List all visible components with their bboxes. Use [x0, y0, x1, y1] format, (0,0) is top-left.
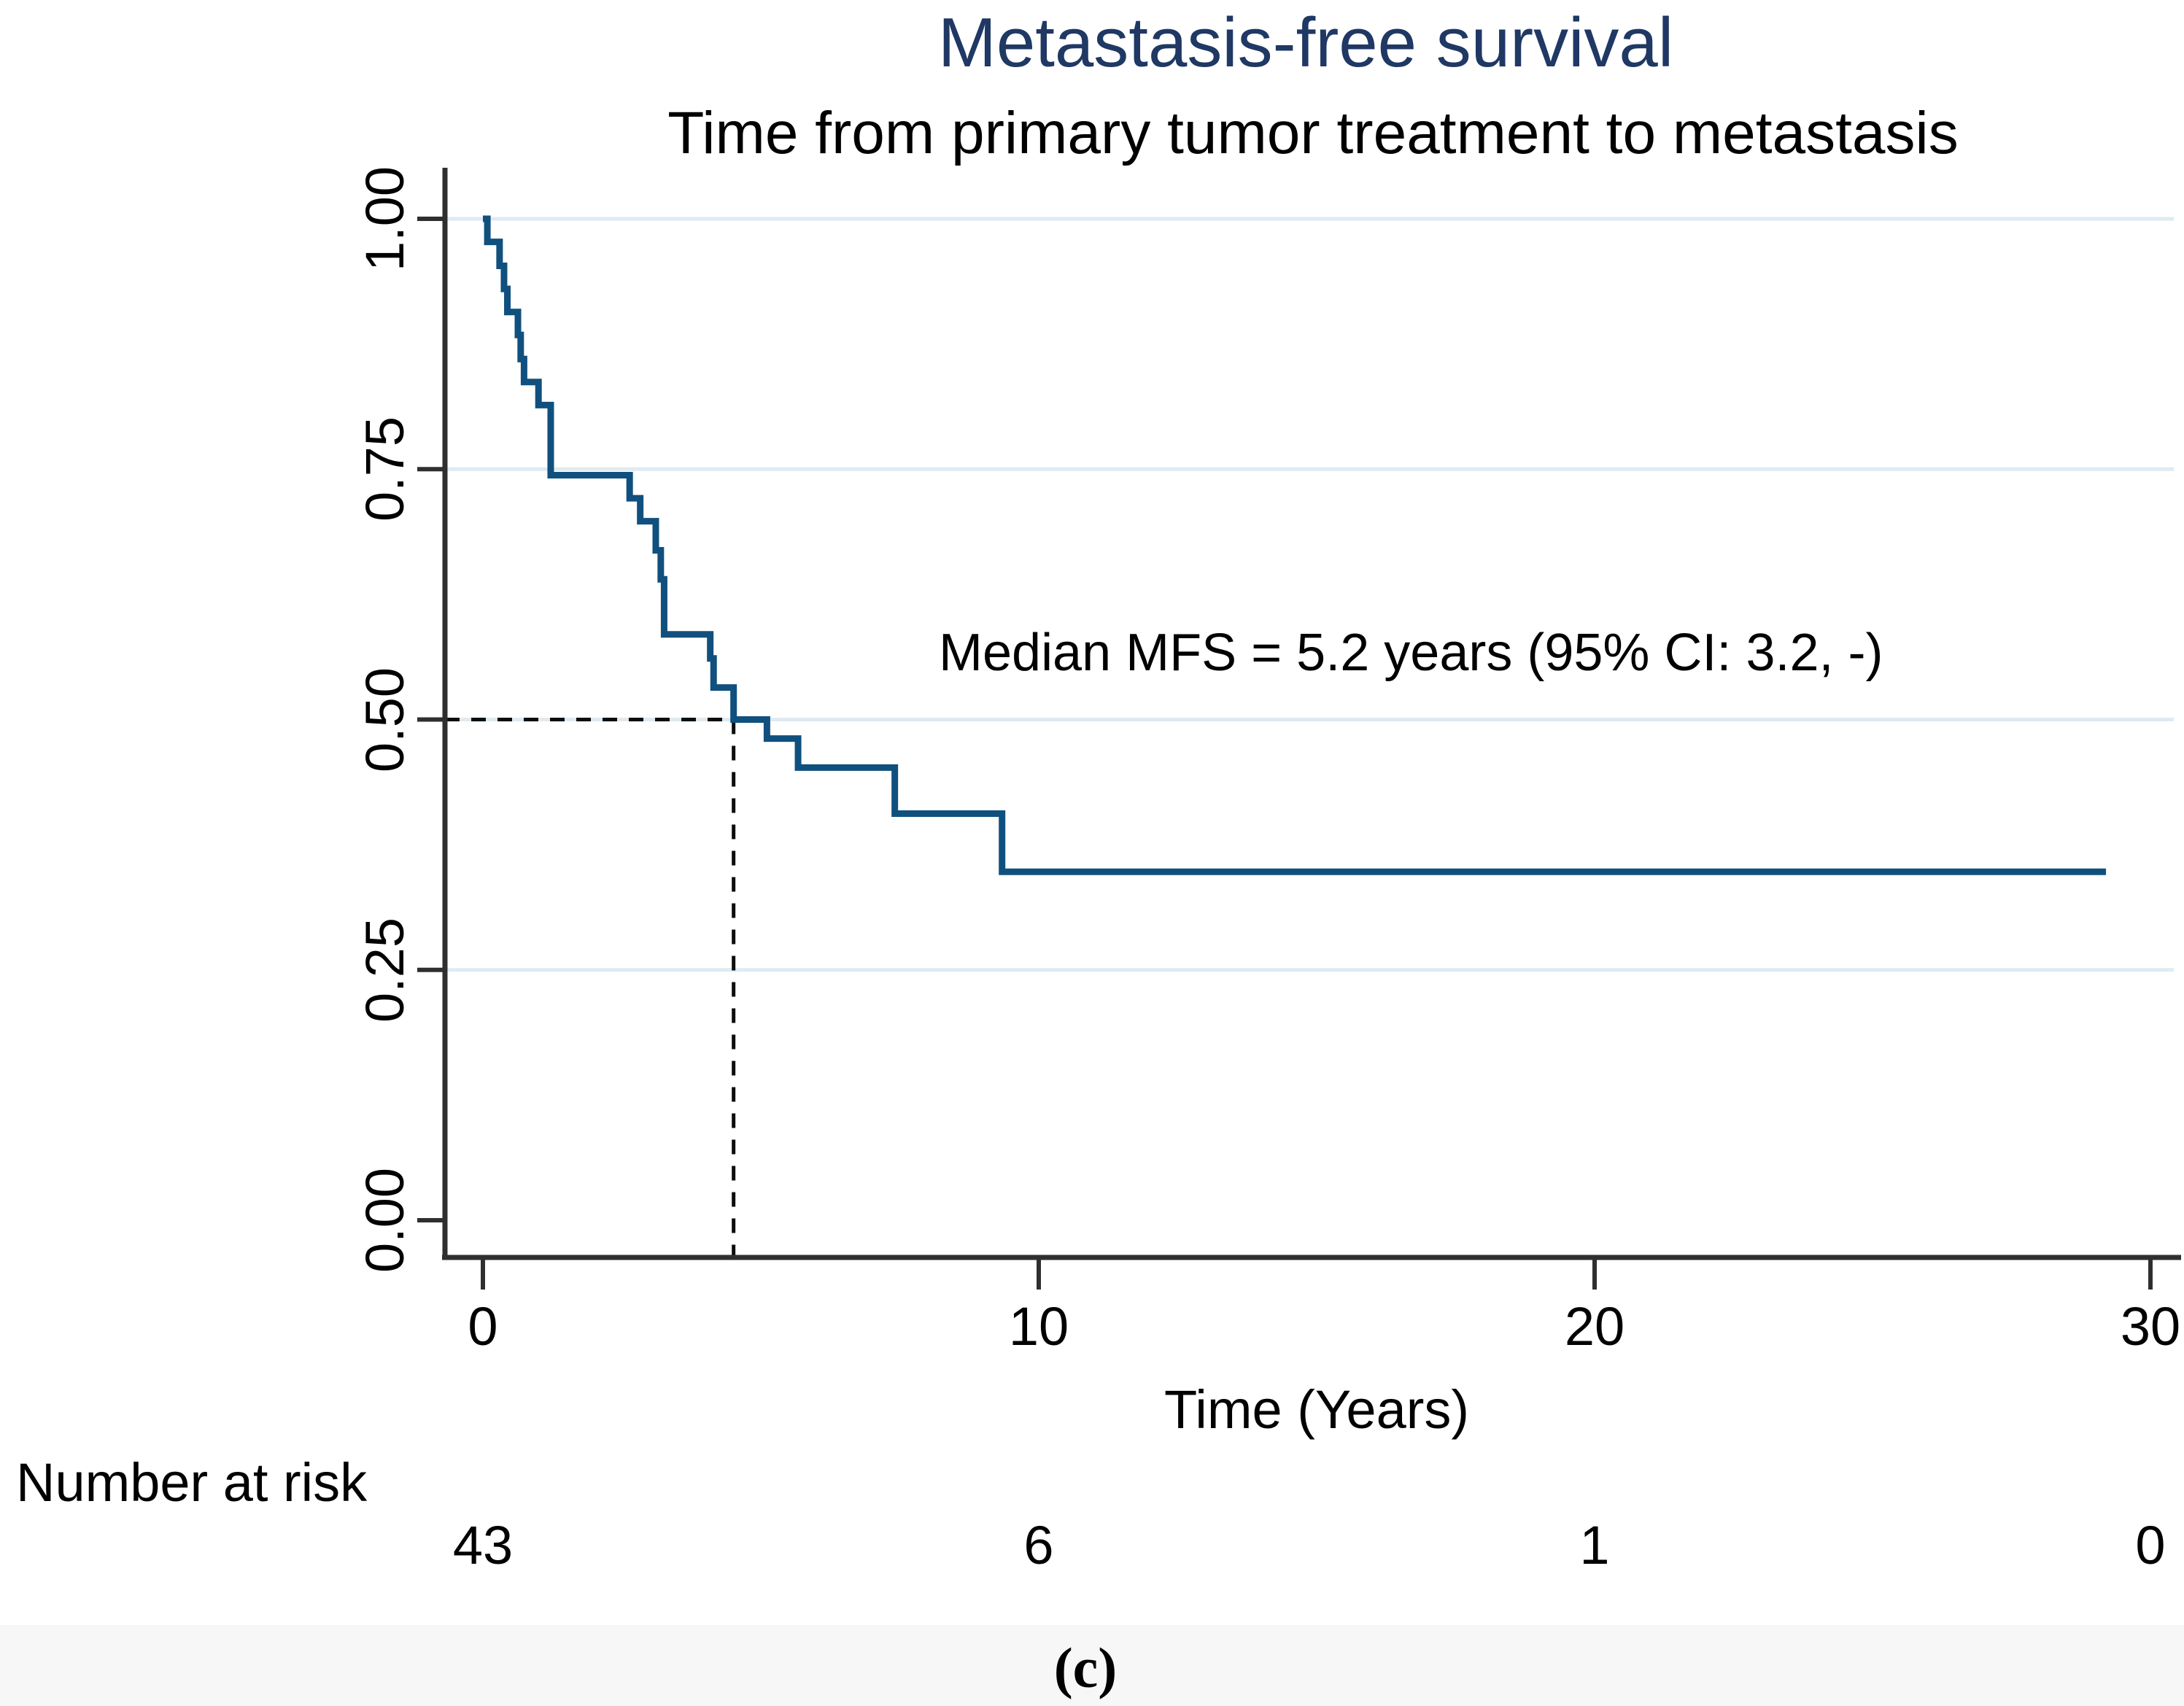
km-curve: [483, 215, 2107, 875]
x-tick-label-20: 20: [1564, 1296, 1625, 1357]
y-tick-label-0.75: 0.75: [355, 416, 415, 522]
risk-count-t30: 0: [2135, 1515, 2166, 1575]
x-tick-label-0: 0: [468, 1296, 498, 1357]
x-axis-label: Time (Years): [1163, 1379, 1470, 1440]
y-tick-label-0.00: 0.00: [355, 1167, 415, 1273]
x-tick-label-30: 30: [2120, 1296, 2181, 1357]
number-at-risk-label: Number at risk: [16, 1452, 368, 1513]
risk-count-t0: 43: [452, 1515, 514, 1575]
panel-caption: (c): [1053, 1636, 1118, 1699]
median-annotation: Median MFS = 5.2 years (95% CI: 3.2, -): [939, 624, 1883, 682]
risk-count-t10: 6: [1023, 1515, 1054, 1575]
y-tick-label-1.00: 1.00: [355, 166, 415, 272]
chart-subtitle: Time from primary tumor treatment to met…: [667, 100, 1959, 166]
y-tick-label-0.50: 0.50: [355, 667, 415, 772]
chart-title: Metastasis-free survival: [937, 4, 1674, 82]
bottom-band: [0, 1625, 2184, 1706]
risk-count-t20: 1: [1579, 1515, 1610, 1575]
x-tick-label-10: 10: [1008, 1296, 1069, 1357]
y-tick-label-0.25: 0.25: [355, 917, 415, 1023]
